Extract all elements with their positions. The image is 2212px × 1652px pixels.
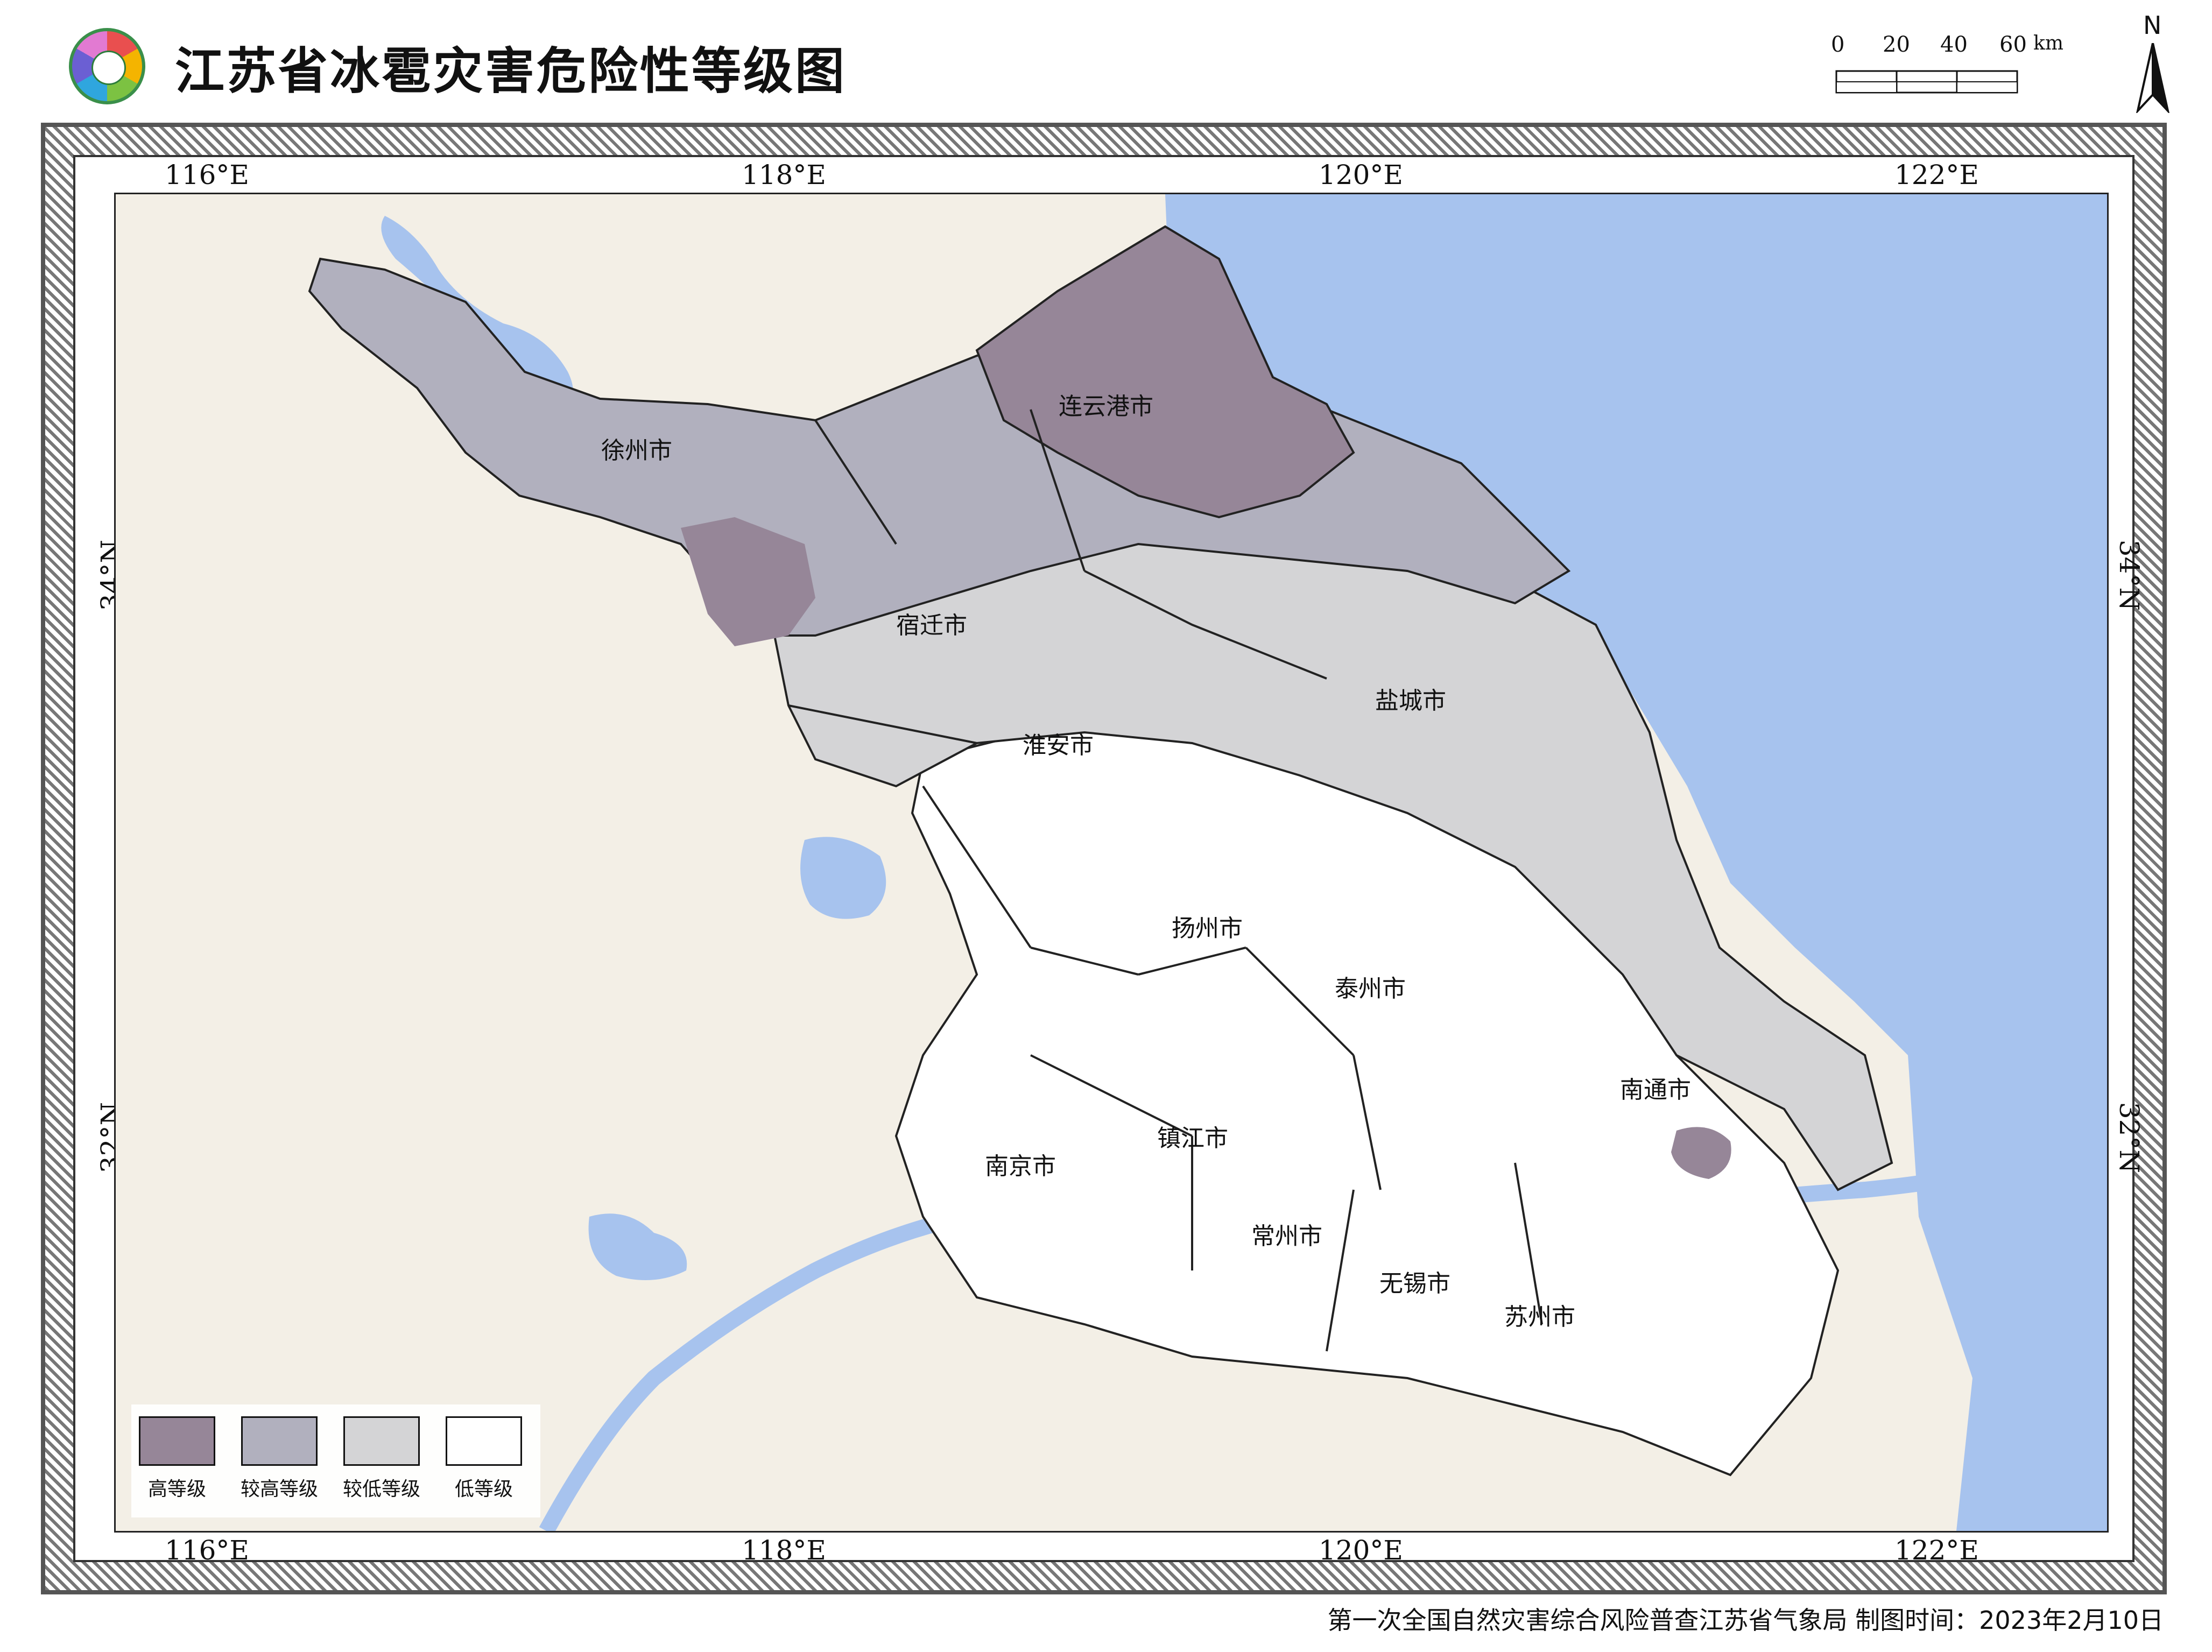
legend-label: 低等级 [454,1478,513,1500]
grid-label-right: 34°N [2114,539,2145,611]
city-label-lianyungang: 连云港市 [1059,393,1153,420]
zone-high-south [1671,1127,1731,1179]
grid-label-top: 120°E [1319,159,1403,190]
lake-weishan [381,216,573,410]
zone-higher [308,257,1571,637]
city-label-zhenjiang: 镇江市 [1157,1125,1228,1152]
zone-high [975,225,1355,519]
scale-tick: 20 [1883,32,1910,57]
city-boundaries [788,409,1543,1352]
legend-item-low: 低等级 [443,1416,524,1501]
city-label-nantong: 南通市 [1620,1076,1691,1104]
scale-tick: 0 [1831,32,1845,57]
sea-area [1165,194,2107,1531]
scale-tick: 60 [1999,32,2027,57]
grid-label-top: 116°E [165,159,249,190]
legend-item-lower: 较低等级 [341,1416,422,1501]
city-label-changzhou: 常州市 [1251,1223,1322,1250]
legend-swatch [343,1416,420,1466]
city-label-taizhou: 泰州市 [1335,975,1406,1003]
grid-label-bottom: 118°E [742,1535,826,1566]
grid-label-bottom: 120°E [1319,1535,1403,1566]
city-label-suqian: 宿迁市 [896,612,967,639]
north-arrow: N [2131,11,2174,113]
legend-label: 较高等级 [240,1478,318,1500]
grid-label-bottom: 116°E [165,1535,249,1566]
city-label-xuzhou: 徐州市 [601,437,672,464]
legend-label: 高等级 [147,1478,206,1500]
lake-hongze [800,837,886,919]
city-label-wuxi: 无锡市 [1379,1270,1450,1297]
map-canvas[interactable]: 徐州市 连云港市 宿迁市 盐城市 淮安市 扬州市 泰州市 南通市 镇江市 南京市… [114,193,2109,1533]
scale-tick: 40 [1940,32,1968,57]
north-arrow-icon [2136,43,2169,113]
map-svg [308,194,2107,1531]
grid-label-bottom: 122°E [1894,1535,1979,1566]
legend-swatch [241,1416,318,1466]
lake-chaohu [588,1213,687,1280]
city-label-yancheng: 盐城市 [1375,687,1446,715]
legend-label: 较低等级 [342,1478,420,1500]
north-label: N [2143,11,2162,40]
map-credit: 第一次全国自然灾害综合风险普查江苏省气象局 制图时间：2023年2月10日 [1327,1606,2164,1635]
legend-swatch [446,1416,522,1466]
census-logo-icon [69,28,145,104]
grid-label-top: 118°E [742,159,826,190]
city-label-huaian: 淮安市 [1023,732,1094,759]
city-label-nanjing: 南京市 [985,1153,1056,1180]
legend-item-higher: 较高等级 [239,1416,320,1501]
scale-bar-graphic [1835,70,2018,94]
zone-low [894,720,1840,1477]
city-label-suzhou: 苏州市 [1504,1303,1575,1331]
city-label-yangzhou: 扬州市 [1172,915,1243,942]
legend-swatch [139,1416,215,1466]
grid-label-top: 122°E [1894,159,1979,190]
scale-unit: km [2033,32,2063,54]
map-title: 江苏省冰雹灾害危险性等级图 [175,43,847,100]
legend: 高等级 较高等级 较低等级 低等级 [131,1404,540,1517]
legend-item-high: 高等级 [137,1416,217,1501]
scale-bar: 0 20 40 60 km [1831,32,2063,102]
zone-high-west [681,517,815,646]
grid-label-right: 32°N [2114,1102,2145,1174]
